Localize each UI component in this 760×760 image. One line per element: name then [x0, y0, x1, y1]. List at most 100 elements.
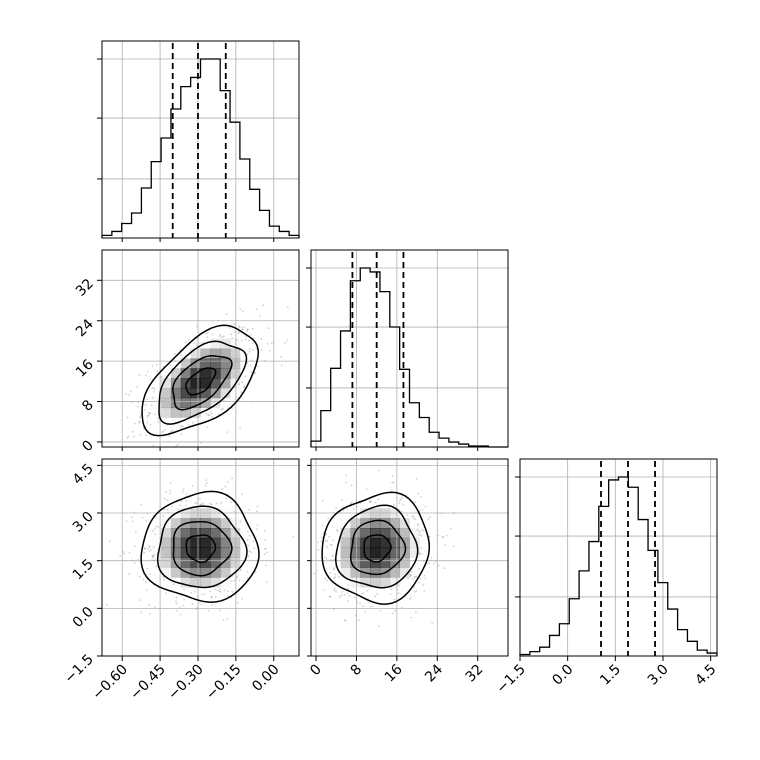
- scatter-point: [445, 534, 448, 537]
- scatter-point: [174, 352, 177, 355]
- density-cell: [170, 397, 182, 409]
- scatter-point: [443, 567, 446, 570]
- density-cell: [389, 518, 400, 529]
- scatter-point: [416, 524, 419, 527]
- scatter-point: [270, 342, 273, 344]
- scatter-point: [119, 555, 122, 557]
- scatter-point: [398, 502, 401, 505]
- scatter-point: [260, 349, 263, 351]
- scatter-point: [155, 565, 158, 568]
- scatter-point: [292, 535, 295, 538]
- scatter-point: [329, 595, 332, 598]
- scatter-point: [148, 550, 151, 553]
- scatter-point: [219, 590, 222, 593]
- scatter-point: [428, 562, 430, 564]
- density-cell: [389, 528, 400, 539]
- scatter-point: [325, 533, 328, 536]
- scatter-point: [242, 310, 244, 312]
- density-cell: [161, 397, 172, 409]
- scatter-point: [317, 541, 319, 544]
- scatter-point: [350, 501, 352, 504]
- scatter-point: [166, 499, 169, 501]
- scatter-point: [206, 336, 209, 339]
- scatter-point: [423, 574, 426, 577]
- x-tick-label: 0: [307, 662, 325, 680]
- density-cell: [340, 528, 351, 539]
- density-cell: [370, 577, 381, 588]
- scatter-point: [341, 591, 343, 593]
- density-cell: [210, 397, 221, 409]
- scatter-point: [152, 556, 155, 559]
- scatter-point: [108, 540, 111, 543]
- scatter-point: [182, 604, 184, 607]
- scatter-point: [238, 325, 241, 328]
- density-cell: [220, 387, 231, 399]
- density-cell: [210, 577, 221, 588]
- scatter-point: [202, 503, 205, 506]
- scatter-point: [241, 597, 244, 600]
- scatter-point: [218, 609, 221, 612]
- scatter-point: [412, 518, 415, 520]
- scatter-point: [194, 590, 196, 593]
- contour-line: [185, 534, 217, 564]
- density-cell: [200, 368, 211, 379]
- scatter-point: [331, 539, 334, 541]
- density-cell: [170, 387, 182, 399]
- scatter-point: [155, 525, 158, 528]
- scatter-point: [231, 407, 233, 410]
- panel-frame: [310, 249, 509, 448]
- scatter-point: [205, 479, 208, 481]
- scatter-point: [251, 349, 254, 351]
- scatter-point: [163, 497, 166, 500]
- scatter-point: [202, 342, 204, 344]
- y-tick-label: 0.0: [70, 604, 97, 631]
- scatter-point: [206, 426, 208, 429]
- scatter-point: [407, 577, 410, 580]
- scatter-point: [139, 415, 142, 418]
- scatter-point: [219, 334, 222, 336]
- scatter-point: [131, 516, 133, 519]
- density-cell: [360, 508, 371, 519]
- scatter-point: [428, 536, 431, 538]
- scatter-point: [421, 553, 423, 555]
- scatter-point: [151, 554, 154, 557]
- density-cell: [200, 378, 211, 389]
- panel-frame: [101, 458, 300, 657]
- scatter-point: [240, 391, 243, 393]
- density-cell: [220, 378, 231, 389]
- scatter-point: [411, 577, 414, 580]
- density-cell: [161, 557, 172, 568]
- scatter-point: [429, 516, 431, 518]
- scatter-point: [414, 518, 417, 520]
- scatter-point: [150, 404, 153, 407]
- scatter-point: [131, 430, 134, 433]
- density-cell: [180, 528, 191, 539]
- scatter-point: [209, 502, 211, 505]
- density-cell: [340, 547, 351, 558]
- scatter-point: [180, 433, 183, 436]
- scatter-point: [350, 484, 353, 487]
- scatter-point: [347, 600, 349, 602]
- scatter-point: [231, 590, 234, 593]
- scatter-point: [332, 567, 335, 569]
- scatter-point: [230, 580, 233, 582]
- density-cell: [190, 387, 201, 399]
- density-cell: [370, 567, 381, 578]
- scatter-point: [193, 342, 196, 344]
- scatter-point: [255, 308, 258, 311]
- scatter-point: [179, 613, 182, 616]
- scatter-point: [241, 340, 243, 342]
- scatter-point: [206, 482, 209, 484]
- scatter-point: [374, 501, 377, 504]
- scatter-point: [452, 545, 455, 548]
- grid-layer: [102, 41, 717, 657]
- scatter-point: [191, 602, 194, 605]
- scatter-point: [146, 421, 149, 424]
- scatter-point: [410, 571, 413, 573]
- density-cell: [200, 547, 211, 558]
- scatter-point: [411, 515, 414, 517]
- scatter-point: [254, 371, 256, 374]
- scatter-point: [148, 545, 151, 548]
- scatter-point: [422, 529, 425, 532]
- scatter-point: [348, 594, 351, 597]
